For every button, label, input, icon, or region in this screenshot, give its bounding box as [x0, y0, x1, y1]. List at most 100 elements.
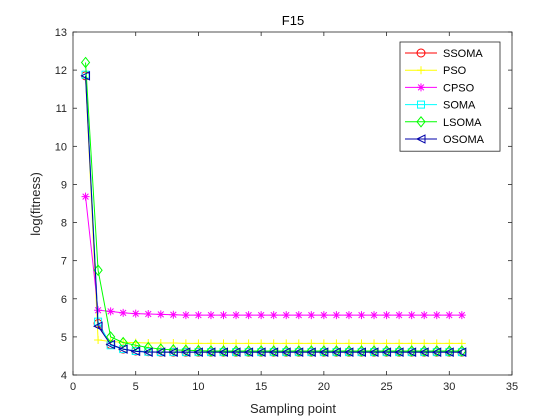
data-point-pso	[156, 338, 165, 347]
data-point-cpso	[144, 310, 153, 319]
data-point-cpso	[81, 192, 90, 201]
data-point-pso	[169, 338, 178, 347]
data-point-osoma	[268, 347, 279, 357]
data-point-osoma	[155, 347, 166, 357]
y-tick-label: 5	[61, 332, 67, 344]
y-axis-label: log(fitness)	[28, 172, 43, 236]
data-point-osoma	[243, 347, 254, 357]
data-point-cpso	[382, 311, 391, 320]
data-point-cpso	[181, 311, 190, 320]
data-point-osoma	[444, 347, 454, 357]
y-tick-label: 6	[61, 294, 67, 306]
data-point-cpso	[119, 308, 128, 317]
x-tick-label: 0	[70, 381, 76, 393]
legend-entry-cpso: CPSO	[405, 82, 475, 94]
data-point-cpso	[206, 311, 215, 320]
data-point-cpso	[445, 311, 454, 320]
y-tick-label: 13	[55, 27, 67, 39]
y-tick-label: 8	[61, 218, 67, 230]
series-line-lsoma	[85, 62, 462, 352]
data-point-cpso	[269, 311, 278, 320]
legend-label: LSOMA	[443, 117, 482, 129]
legend-marker	[415, 134, 426, 144]
axes	[72, 31, 513, 376]
data-point-osoma	[256, 347, 266, 357]
series-osoma	[80, 71, 467, 357]
data-point-osoma	[92, 321, 103, 332]
data-point-cpso	[407, 311, 416, 320]
data-point-pso	[94, 335, 103, 344]
data-point-osoma	[406, 347, 417, 357]
data-point-osoma	[331, 347, 341, 357]
data-point-osoma	[180, 347, 191, 357]
data-point-cpso	[307, 311, 316, 320]
legend-label: SSOMA	[443, 48, 483, 60]
data-point-osoma	[431, 347, 442, 357]
x-axis-label: Sampling point	[250, 401, 336, 416]
data-point-osoma	[368, 347, 379, 357]
x-tick-label: 15	[255, 381, 267, 393]
y-tick-label: 7	[61, 256, 67, 268]
x-tick-label: 10	[192, 381, 204, 393]
legend-marker	[417, 66, 425, 75]
data-point-cpso	[457, 311, 466, 320]
legend-marker	[416, 115, 426, 128]
data-point-cpso	[232, 311, 241, 320]
x-tick-label: 35	[506, 381, 518, 393]
data-point-cpso	[357, 311, 366, 320]
data-point-osoma	[205, 347, 216, 357]
legend-marker	[417, 83, 425, 92]
data-point-cpso	[395, 311, 404, 320]
data-point-pso	[181, 339, 190, 348]
data-point-cpso	[219, 311, 228, 320]
data-point-cpso	[344, 311, 353, 320]
legend-marker	[417, 100, 425, 109]
x-tick-label: 5	[133, 381, 139, 393]
data-point-osoma	[456, 347, 467, 357]
data-point-osoma	[193, 347, 203, 357]
chart-title: F15	[282, 13, 304, 28]
data-point-osoma	[130, 346, 141, 357]
data-point-osoma	[118, 344, 128, 354]
y-tick-label: 4	[61, 370, 67, 382]
data-point-cpso	[420, 311, 429, 320]
data-point-cpso	[257, 311, 266, 320]
data-point-osoma	[143, 347, 153, 357]
data-point-osoma	[281, 347, 291, 357]
data-point-osoma	[318, 347, 329, 357]
data-point-osoma	[168, 347, 178, 357]
y-tick-label: 10	[55, 141, 67, 153]
data-point-cpso	[370, 311, 379, 320]
data-point-osoma	[105, 339, 116, 350]
data-point-osoma	[293, 347, 304, 357]
data-point-osoma	[419, 347, 429, 357]
legend-entry-soma: SOMA	[405, 100, 476, 112]
data-point-cpso	[319, 311, 328, 320]
data-point-cpso	[432, 311, 441, 320]
data-point-cpso	[332, 311, 341, 320]
legend: SSOMA PSO CPSO SOMA LSOMA OSOMA	[399, 41, 501, 152]
data-point-osoma	[230, 347, 241, 357]
data-point-osoma	[381, 347, 392, 357]
legend-box	[399, 41, 501, 152]
y-tick-label: 9	[61, 179, 67, 191]
data-point-lsoma	[131, 339, 141, 352]
data-point-cpso	[156, 310, 165, 319]
x-tick-label: 30	[443, 381, 455, 393]
legend-entry-osoma: OSOMA	[405, 134, 485, 146]
data-point-cpso	[94, 306, 103, 315]
series-line-osoma	[85, 75, 462, 353]
data-point-cpso	[169, 310, 178, 319]
data-point-cpso	[131, 309, 140, 318]
plot-box	[72, 31, 513, 376]
x-tick-label: 25	[380, 381, 392, 393]
data-point-osoma	[356, 347, 366, 357]
series-cpso	[81, 192, 466, 320]
data-point-lsoma	[168, 344, 178, 356]
legend-label: SOMA	[443, 100, 476, 112]
legend-label: PSO	[443, 65, 467, 77]
data-point-lsoma	[80, 56, 91, 69]
y-tick-label: 12	[55, 65, 67, 77]
legend-marker	[416, 48, 426, 58]
